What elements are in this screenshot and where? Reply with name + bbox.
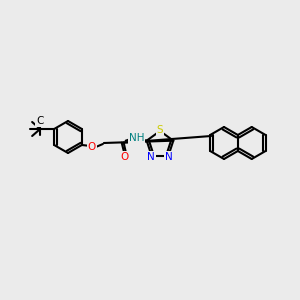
Text: N: N bbox=[147, 152, 154, 162]
Text: NH: NH bbox=[129, 133, 144, 143]
Text: N: N bbox=[165, 152, 173, 162]
Text: O: O bbox=[88, 142, 96, 152]
Text: S: S bbox=[157, 125, 163, 135]
Text: C: C bbox=[36, 116, 44, 126]
Text: O: O bbox=[121, 152, 129, 162]
